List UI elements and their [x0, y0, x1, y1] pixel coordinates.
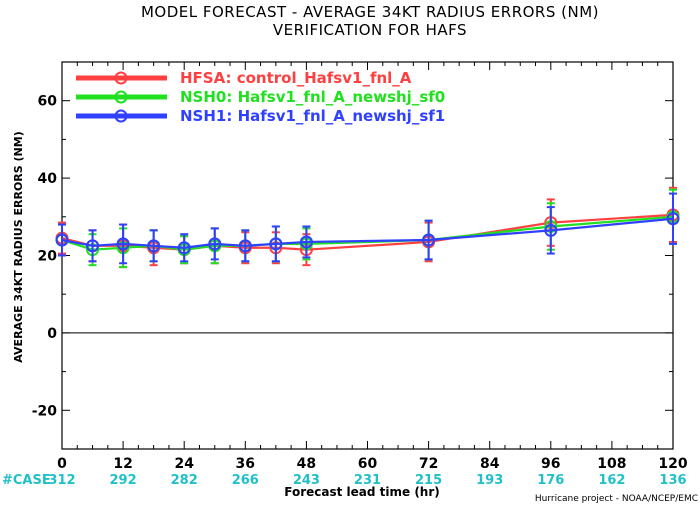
y-tick-label: -20	[32, 403, 58, 419]
case-count: 215	[415, 473, 442, 488]
data-point	[116, 237, 130, 251]
series-1	[55, 188, 680, 269]
y-tick-label: 20	[38, 249, 58, 265]
case-count: 266	[232, 473, 259, 488]
y-tick-label: 60	[38, 94, 58, 110]
data-point	[299, 235, 313, 249]
case-count: 231	[354, 473, 381, 488]
data-point	[177, 241, 191, 255]
legend-label: NSH1: Hafsv1_fnl_A_newshj_sf1	[180, 107, 445, 125]
case-count: 162	[598, 473, 625, 488]
legend-swatch-marker	[114, 109, 128, 123]
x-tick-label: 96	[541, 456, 560, 472]
x-tick-label: 108	[597, 456, 626, 472]
x-tick-label: 120	[658, 456, 687, 472]
data-point	[544, 223, 558, 237]
x-axis-ticks: 0 12 24 36 48 60 72 84 96 108 120	[57, 62, 688, 472]
data-point	[55, 233, 69, 247]
x-tick-label: 48	[297, 456, 316, 472]
y-tick-label: 40	[38, 171, 58, 187]
case-count: 136	[659, 473, 686, 488]
x-tick-label: 60	[358, 456, 378, 472]
case-count: 193	[476, 473, 503, 488]
data-point	[422, 233, 436, 247]
legend-label: HFSA: control_Hafsv1_fnl_A	[180, 69, 412, 87]
legend-swatch-marker	[114, 90, 128, 104]
case-count: 292	[110, 473, 137, 488]
y-tick-label: 0	[47, 326, 57, 342]
x-tick-label: 24	[174, 456, 194, 472]
x-tick-label: 72	[419, 456, 438, 472]
data-point	[86, 239, 100, 253]
case-count: 282	[171, 473, 198, 488]
legend-label: NSH0: Hafsv1_fnl_A_newshj_sf0	[180, 88, 445, 106]
case-count: 312	[48, 473, 75, 488]
case-values: 312 292 282 266 243 231 215 193 176 162 136	[48, 473, 686, 488]
x-tick-label: 12	[113, 456, 132, 472]
data-point	[147, 239, 161, 253]
case-label: #CASE	[2, 473, 51, 488]
x-tick-label: 36	[236, 456, 255, 472]
credit-text: Hurricane project - NOAA/NCEP/EMC	[535, 494, 698, 504]
legend-swatch-marker	[114, 71, 128, 85]
data-point	[238, 239, 252, 253]
chart-subtitle: VERIFICATION FOR HAFS	[273, 21, 467, 39]
series-layer	[55, 186, 680, 269]
data-point	[208, 237, 222, 251]
chart-title: MODEL FORECAST - AVERAGE 34KT RADIUS ERR…	[141, 3, 599, 21]
x-tick-label: 0	[57, 456, 67, 472]
x-axis-label: Forecast lead time (hr)	[284, 485, 440, 499]
data-point	[666, 212, 680, 226]
y-axis-label: AVERAGE 34KT RADIUS ERRORS (NM)	[12, 131, 25, 362]
case-count: 176	[537, 473, 564, 488]
case-count: 243	[293, 473, 320, 488]
x-tick-label: 84	[480, 456, 500, 472]
data-point	[269, 237, 283, 251]
series-2	[55, 192, 680, 265]
